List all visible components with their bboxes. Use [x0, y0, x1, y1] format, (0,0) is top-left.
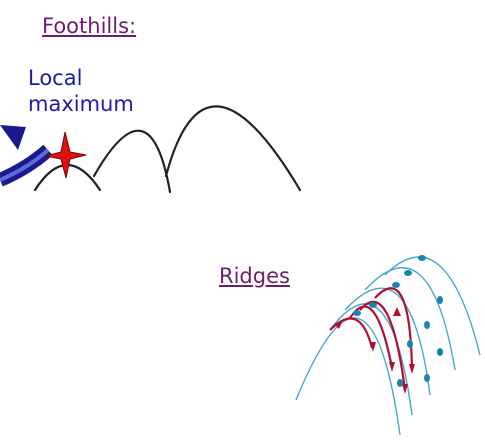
ridge-markers: [353, 255, 443, 387]
ridge-curve-4: [364, 267, 456, 371]
blue-arrow-icon: [0, 125, 53, 187]
ridge-curve-1: [295, 317, 401, 436]
ridges-title: Ridges: [219, 264, 290, 288]
foothills-curves: [33, 105, 302, 194]
foothills-title: Foothills:: [42, 14, 137, 38]
middle-hill-curve: [92, 129, 172, 194]
ridge-curve-2: [329, 303, 413, 416]
ridge-red-curve-3: [359, 300, 407, 391]
ridge-cyan-curves: [295, 256, 481, 436]
local-maximum-label-line2: maximum: [28, 92, 134, 116]
ridge-curve-5: [384, 256, 481, 356]
local-maximum-label: Local maximum: [28, 65, 134, 117]
ridge-red-arrows: [334, 307, 415, 394]
ridge-curve-3: [344, 287, 431, 396]
star-icon: [45, 131, 87, 179]
local-maximum-label-line1: Local: [28, 66, 83, 90]
tall-hill-curve: [164, 105, 302, 192]
